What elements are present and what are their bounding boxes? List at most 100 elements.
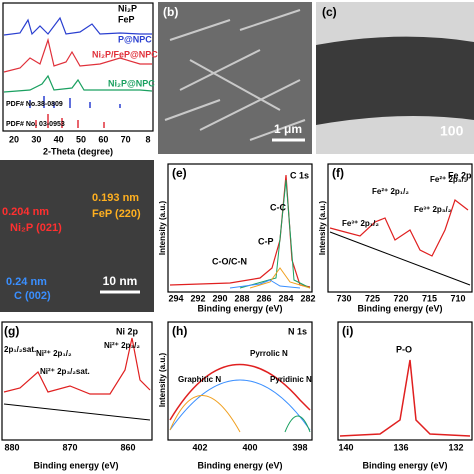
- x-tick-label: 284: [278, 293, 293, 303]
- panel-label: (c): [322, 5, 337, 19]
- x-ticks: 20 30 40 50 60 70 8: [9, 134, 151, 144]
- peak-label: Fe³⁺ 2p₁/₂: [342, 219, 379, 228]
- curve: [284, 415, 311, 433]
- scale-label: 100: [440, 123, 464, 139]
- x-tick-label: 8: [145, 134, 150, 144]
- x-axis-label: Binding energy (eV): [33, 460, 118, 470]
- curve-label: Ni₂P/FeP@NPC: [92, 49, 158, 59]
- x-axis-label: Binding energy (eV): [357, 303, 442, 313]
- x-axis-label: Binding energy (eV): [197, 460, 282, 470]
- phase: FeP (220): [92, 208, 141, 220]
- peak-label: C-P: [258, 236, 274, 246]
- peak-label: Ni²⁺ 2p₁/₂: [36, 349, 72, 358]
- curve: [169, 395, 241, 433]
- panel-a: Ni₂P FeP P@NPC Ni₂P/FeP@NPC Ni₂P@NPC PDF…: [2, 2, 158, 156]
- x-tick-label: 720: [393, 293, 408, 303]
- x-tick-label: 290: [212, 293, 227, 303]
- curve: [3, 337, 151, 395]
- x-tick-label: 398: [292, 442, 307, 452]
- x-tick-label: 292: [190, 293, 205, 303]
- curve: [169, 363, 311, 421]
- ref-lines: [29, 96, 121, 108]
- scale-label: 1 μm: [274, 122, 302, 136]
- panel-d: 0.204 nm Ni₂P (021) 0.193 nm FeP (220) 0…: [0, 160, 154, 312]
- ref-label: PDF# No.38-0809: [6, 101, 63, 108]
- panel-label: (e): [172, 166, 187, 180]
- curve: [339, 359, 471, 437]
- peak-label: Pyridinic N: [270, 375, 312, 384]
- curve: [329, 199, 469, 257]
- panel-e: (e) C 1s C-C C-P C-O/C-N Intensity (a.u.…: [158, 163, 316, 313]
- baseline: [329, 231, 471, 286]
- curve: [249, 267, 311, 289]
- frame: [167, 321, 313, 441]
- peak-label: Fe²⁺ 2p₁/₂: [372, 187, 409, 196]
- peak-label: Ni²⁺ 2p₃/₂sat.: [40, 367, 90, 376]
- x-tick-label: 710: [450, 293, 465, 303]
- peak-label: Pyrrolic N: [250, 349, 288, 358]
- title: Ni 2p: [116, 326, 139, 336]
- baseline: [3, 403, 151, 421]
- x-tick-label: 70: [121, 134, 131, 144]
- title: Fe 2p: [448, 170, 472, 180]
- frame: [167, 163, 313, 293]
- x-tick-label: 282: [300, 293, 315, 303]
- x-tick-label: 20: [9, 134, 19, 144]
- x-ticks: 140 136 132: [338, 442, 463, 452]
- x-axis-label: 2-Theta (degree): [43, 146, 113, 156]
- x-tick-label: 132: [448, 442, 463, 452]
- frame: [2, 2, 154, 132]
- x-tick-label: 50: [76, 134, 86, 144]
- panel-h: (h) N 1s Pyrrolic N Graphitic N Pyridini…: [158, 321, 313, 470]
- x-tick-label: 30: [31, 134, 41, 144]
- peak-label: C-O/C-N: [212, 256, 247, 266]
- curve: [3, 16, 152, 36]
- x-tick-label: 140: [338, 442, 353, 452]
- title: C 1s: [290, 170, 309, 180]
- curve: [3, 74, 153, 93]
- x-ticks: 880 870 860: [4, 442, 135, 452]
- peak-label: Fe³⁺ 2p₃/₂: [414, 205, 452, 214]
- panel-c: (c) 100: [316, 2, 474, 154]
- peak-label: Fe²⁺ 2p₃/₂: [430, 175, 468, 184]
- peak-label: Ni²⁺ 2p₃/₂: [104, 341, 140, 350]
- x-ticks: 730 725 720 715 710: [336, 293, 465, 303]
- spacing: 0.193 nm: [92, 192, 139, 204]
- peak-label: C-C: [270, 202, 286, 212]
- x-tick-label: 402: [192, 442, 207, 452]
- tube: [316, 36, 474, 125]
- x-tick-label: 288: [234, 293, 249, 303]
- peak-label: P-O: [396, 344, 412, 354]
- panel-b: (b) 1 μm: [158, 2, 312, 154]
- x-tick-label: 725: [365, 293, 380, 303]
- x-tick-label: 860: [120, 442, 135, 452]
- legend: Ni₂P: [118, 3, 137, 13]
- phase: C (002): [14, 290, 51, 302]
- frame: [337, 321, 473, 441]
- x-tick-label: 880: [4, 442, 19, 452]
- panel-f: (f) Fe 2p Fe³⁺ 2p₁/₂ Fe²⁺ 2p₁/₂ Fe³⁺ 2p₃…: [318, 163, 473, 313]
- texture: [164, 9, 306, 141]
- curve: [3, 37, 152, 73]
- curve: [239, 179, 311, 289]
- x-ticks: 402 400 398: [192, 442, 307, 452]
- legend: FeP: [118, 14, 135, 24]
- y-axis-label: Intensity (a.u.): [158, 353, 167, 408]
- sem-image: [158, 2, 312, 154]
- x-ticks: 294 292 290 288 286 284 282: [168, 293, 315, 303]
- ref-lines: [35, 114, 105, 128]
- panel-i: (i) P-O Binding energy (eV) 140 136 132: [337, 321, 473, 470]
- curve-label: Ni₂P@NPC: [108, 78, 155, 88]
- x-tick-label: 60: [98, 134, 108, 144]
- panel-label: (b): [163, 5, 178, 19]
- panel-label: (g): [4, 324, 19, 338]
- panel-label: (i): [342, 324, 353, 338]
- phase: Ni₂P (021): [10, 222, 62, 234]
- curve-label: P@NPC: [118, 34, 152, 44]
- hrtem-image: [0, 160, 154, 312]
- x-tick-label: 294: [168, 293, 183, 303]
- spacing: 0.204 nm: [2, 206, 49, 218]
- x-tick-label: 400: [242, 442, 257, 452]
- x-tick-label: 715: [422, 293, 437, 303]
